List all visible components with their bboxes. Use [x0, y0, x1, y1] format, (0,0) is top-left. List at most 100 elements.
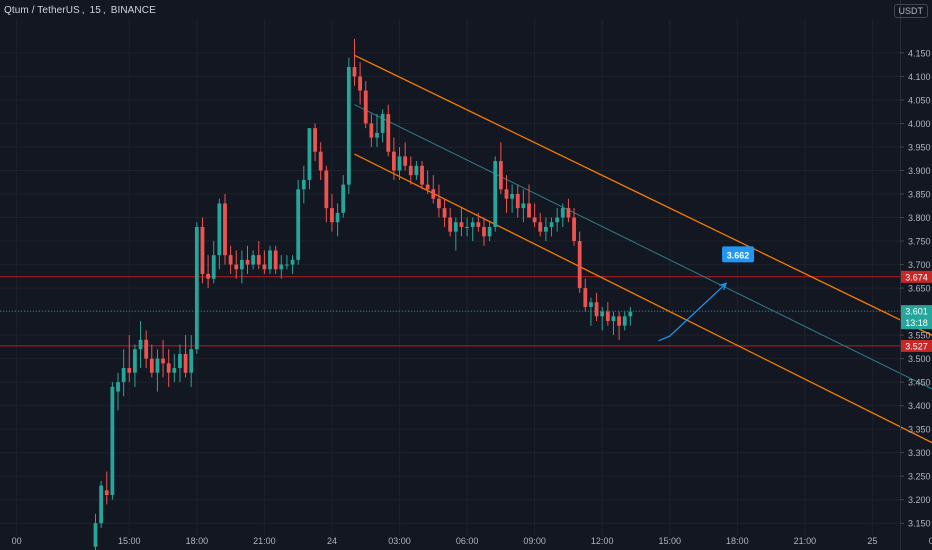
- candle-body: [239, 259, 244, 270]
- y-tick-label: 3.700: [908, 260, 931, 270]
- candle-body: [397, 156, 402, 171]
- candle-body: [420, 165, 424, 185]
- x-tick-label: 03:00: [388, 536, 411, 546]
- candle-body: [301, 179, 306, 190]
- x-tick-label: 18:00: [726, 536, 749, 546]
- y-tick-label: 3.650: [908, 284, 931, 294]
- candle-body: [335, 212, 340, 223]
- candle-body: [149, 358, 154, 373]
- candle-body: [482, 226, 486, 237]
- candle-body: [307, 128, 312, 180]
- candle-body: [279, 264, 284, 270]
- candle-body: [498, 161, 503, 190]
- candle-body: [200, 226, 205, 274]
- channel-lower-line: [354, 153, 932, 444]
- candle-body: [566, 208, 571, 218]
- candle-body: [93, 523, 98, 547]
- candle-body: [527, 203, 531, 218]
- horizontal-lines[interactable]: [0, 276, 900, 347]
- candle-body: [594, 302, 599, 317]
- candle-body: [544, 226, 548, 232]
- candle-body: [628, 311, 633, 317]
- time-axis[interactable]: 00 15:00 18:00 21:00 24 03:00 06:00 09:00 12:00 1…: [12, 536, 932, 546]
- candle-body: [448, 217, 453, 232]
- candle-body: [194, 226, 199, 350]
- y-tick-label: 4.100: [908, 72, 931, 82]
- x-tick-label: 21:00: [794, 536, 817, 546]
- candle-body: [459, 222, 464, 227]
- candle-body: [617, 316, 621, 326]
- candle-body: [223, 203, 227, 256]
- candle-body: [442, 208, 447, 218]
- y-tick-label: 3.150: [908, 519, 931, 529]
- y-tick-label: 3.400: [908, 401, 931, 411]
- projection-path: [658, 282, 727, 342]
- channel-upper-line: [354, 54, 932, 336]
- candle-body: [161, 358, 165, 364]
- candle-body: [183, 353, 188, 373]
- candle-body: [166, 363, 171, 373]
- candle-body: [453, 222, 458, 232]
- candle-body: [251, 255, 256, 265]
- candle-body: [515, 194, 520, 209]
- candle-body: [369, 123, 374, 138]
- y-tick-label: 3.550: [908, 331, 931, 341]
- candle-body: [589, 302, 593, 307]
- y-tick-label: 3.900: [908, 166, 931, 176]
- channel-middle-line: [354, 104, 932, 390]
- candle-body: [318, 151, 323, 171]
- candle-body: [375, 132, 379, 138]
- candle-body: [346, 67, 351, 185]
- y-tick-label: 3.750: [908, 237, 931, 247]
- candle-body: [313, 128, 317, 152]
- price-channel[interactable]: [354, 54, 932, 469]
- current-price-label: 3.601: [905, 307, 928, 317]
- x-tick-label: 15:00: [658, 536, 681, 546]
- candle-body: [358, 76, 363, 91]
- currency-label[interactable]: USDT: [893, 4, 928, 18]
- candle-body: [380, 114, 385, 133]
- price-level-label: 3.527: [905, 341, 928, 351]
- candle-body: [408, 165, 413, 176]
- price-level-tag: [901, 270, 932, 283]
- y-tick-label: 3.500: [908, 354, 931, 364]
- candle-body: [605, 311, 610, 322]
- candle-body: [206, 273, 210, 279]
- candle-body: [521, 203, 526, 209]
- candle-body: [155, 358, 160, 373]
- price-axis[interactable]: 3.150 3.200 3.250 3.300 3.350 3.400 3.450 3.500…: [900, 0, 932, 550]
- candle-body: [273, 250, 278, 270]
- grid: [0, 20, 900, 535]
- candle-body: [256, 255, 261, 265]
- candle-body: [211, 255, 216, 279]
- candle-body: [504, 189, 509, 199]
- candle-body: [577, 241, 582, 289]
- y-tick-label: 4.150: [908, 48, 931, 58]
- candle-body: [538, 222, 543, 232]
- candles: [93, 38, 633, 550]
- projection-arrow[interactable]: 3.662: [658, 246, 755, 342]
- y-tick-label: 3.250: [908, 472, 931, 482]
- candle-body: [262, 264, 267, 270]
- candle-body: [583, 288, 588, 307]
- countdown-timer: 13:18: [905, 318, 928, 328]
- candle-body: [324, 170, 329, 209]
- candle-body: [217, 203, 222, 256]
- x-tick-label: 12:00: [591, 536, 614, 546]
- candle-body: [414, 165, 419, 176]
- x-tick-label: 21:00: [253, 536, 276, 546]
- candle-body: [189, 349, 194, 373]
- candle-body: [172, 368, 177, 373]
- candle-body: [133, 349, 137, 373]
- candle-body: [622, 316, 627, 326]
- candle-body: [116, 382, 120, 392]
- candle-body: [144, 339, 149, 359]
- candle-body: [245, 259, 250, 265]
- x-tick-label: 15:00: [118, 536, 141, 546]
- candle-body: [611, 316, 616, 322]
- candle-body: [470, 222, 475, 227]
- candle-body: [431, 189, 436, 199]
- price-level-tag: [901, 339, 932, 352]
